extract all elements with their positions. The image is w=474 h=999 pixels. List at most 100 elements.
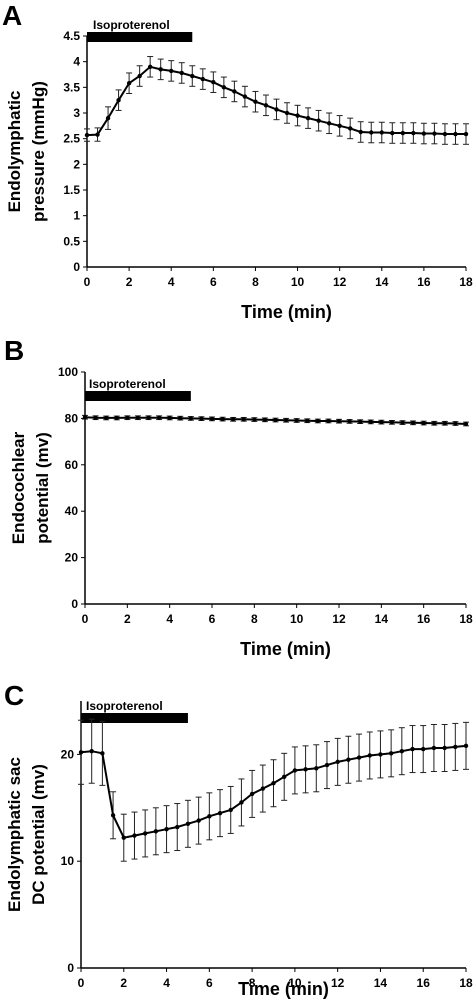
- data-point-a: [190, 73, 195, 79]
- data-point-b: [156, 415, 162, 420]
- data-point-a: [369, 130, 374, 135]
- data-point-c: [303, 767, 308, 772]
- data-point-b: [389, 420, 395, 425]
- data-point-c: [196, 818, 201, 823]
- data-point-c: [324, 762, 330, 768]
- data-point-a: [358, 129, 363, 135]
- data-point-c: [121, 835, 126, 840]
- x-tick-label-b: 12: [332, 612, 346, 626]
- data-point-a: [337, 123, 342, 129]
- panel-c: C Endolymphatic sac DC potential (mv) Ti…: [4, 680, 473, 999]
- data-point-c: [78, 750, 84, 755]
- data-point-c: [367, 753, 372, 758]
- drug-label-a: Isoproterenol: [93, 18, 170, 32]
- data-point-c: [314, 766, 319, 771]
- y-tick-label-a: 4.5: [63, 29, 80, 43]
- data-point-c: [164, 826, 169, 832]
- y-tick-label-b: 0: [71, 597, 78, 611]
- data-point-b: [125, 415, 130, 420]
- data-point-c: [421, 746, 426, 752]
- data-point-b: [146, 415, 151, 420]
- data-point-b: [114, 415, 119, 421]
- data-point-c: [175, 824, 180, 830]
- data-point-a: [284, 110, 290, 116]
- data-point-b: [379, 419, 384, 425]
- x-tick-label-a: 14: [375, 275, 389, 289]
- ylabel-a-line2: pressure (mmHg): [29, 81, 48, 222]
- data-point-b: [368, 419, 373, 425]
- data-point-b: [336, 418, 342, 424]
- xlabel-c: Time (min): [238, 979, 329, 999]
- ylabel-b: Endocochlear potential (mv): [9, 431, 52, 544]
- data-point-b: [326, 418, 331, 424]
- data-point-b: [294, 418, 299, 423]
- data-point-c: [185, 821, 191, 827]
- y-tick-label-b: 20: [65, 551, 79, 565]
- y-tick-label-a: 2: [73, 157, 80, 171]
- data-point-a: [126, 81, 132, 86]
- x-tick-label-a: 4: [168, 275, 175, 289]
- xlabel-b: Time (min): [240, 639, 331, 659]
- data-point-a: [95, 132, 100, 137]
- data-point-c: [110, 813, 116, 818]
- data-point-a: [263, 103, 269, 108]
- data-point-a: [326, 121, 332, 126]
- data-point-b: [93, 415, 98, 420]
- x-tick-label-c: 4: [163, 976, 170, 990]
- data-point-c: [335, 759, 340, 765]
- ylabel-c-line2: DC potential (mv): [29, 764, 48, 905]
- data-point-a: [316, 118, 321, 123]
- x-tick-label-b: 14: [375, 612, 389, 626]
- data-point-b: [442, 421, 448, 426]
- data-point-c: [410, 746, 415, 752]
- ylabel-c-line1: Endolymphatic sac: [5, 757, 24, 912]
- x-tick-label-c: 0: [78, 976, 85, 990]
- y-tick-label-c: 0: [67, 961, 74, 975]
- data-point-c: [132, 833, 137, 838]
- data-point-a: [379, 130, 384, 135]
- data-point-b: [347, 419, 352, 424]
- ylabel-a-line1: Endolymphatic: [5, 91, 24, 213]
- data-point-a: [421, 131, 427, 136]
- data-point-c: [388, 751, 394, 756]
- x-tick-label-c: 2: [120, 976, 127, 990]
- data-point-a: [105, 115, 111, 121]
- data-point-c: [356, 755, 362, 760]
- data-point-a: [400, 130, 406, 136]
- data-point-c: [89, 748, 94, 754]
- panel-label-a: A: [2, 0, 22, 31]
- data-point-c: [442, 745, 447, 751]
- x-tick-label-b: 10: [290, 612, 304, 626]
- data-point-a: [442, 131, 448, 137]
- data-point-c: [378, 752, 383, 757]
- y-tick-label-c: 20: [61, 747, 75, 761]
- y-tick-label-b: 40: [65, 504, 79, 518]
- data-point-a: [347, 126, 353, 131]
- ylabel-b-line2: potential (mv): [33, 432, 52, 543]
- x-tick-label-c: 10: [288, 976, 302, 990]
- data-point-c: [142, 831, 148, 836]
- y-tick-label-a: 1.5: [63, 183, 80, 197]
- panel-a: A Endolymphatic pressure (mmHg) Time (mi…: [2, 0, 473, 322]
- data-point-b: [209, 416, 215, 422]
- data-point-c: [207, 814, 212, 819]
- data-point-c: [228, 807, 233, 813]
- panel-label-b: B: [4, 335, 24, 366]
- y-tick-label-a: 0.5: [63, 234, 80, 248]
- x-tick-label-a: 12: [333, 275, 347, 289]
- x-tick-label-a: 6: [210, 275, 217, 289]
- data-point-a: [147, 64, 153, 70]
- data-point-b: [230, 417, 236, 422]
- x-tick-label-c: 8: [249, 976, 256, 990]
- data-point-b: [103, 415, 109, 421]
- data-point-a: [305, 115, 311, 121]
- data-point-a: [84, 132, 90, 138]
- data-point-b: [357, 419, 363, 424]
- y-tick-label-a: 0: [73, 260, 80, 274]
- data-point-b: [453, 421, 458, 426]
- panel-b: B Endocochlear potential (mv) Time (min)…: [4, 335, 473, 659]
- data-point-a: [200, 76, 206, 82]
- drug-bar-c: [81, 713, 188, 723]
- x-tick-label-c: 12: [331, 976, 345, 990]
- drug-label-c: Isoproterenol: [86, 699, 163, 713]
